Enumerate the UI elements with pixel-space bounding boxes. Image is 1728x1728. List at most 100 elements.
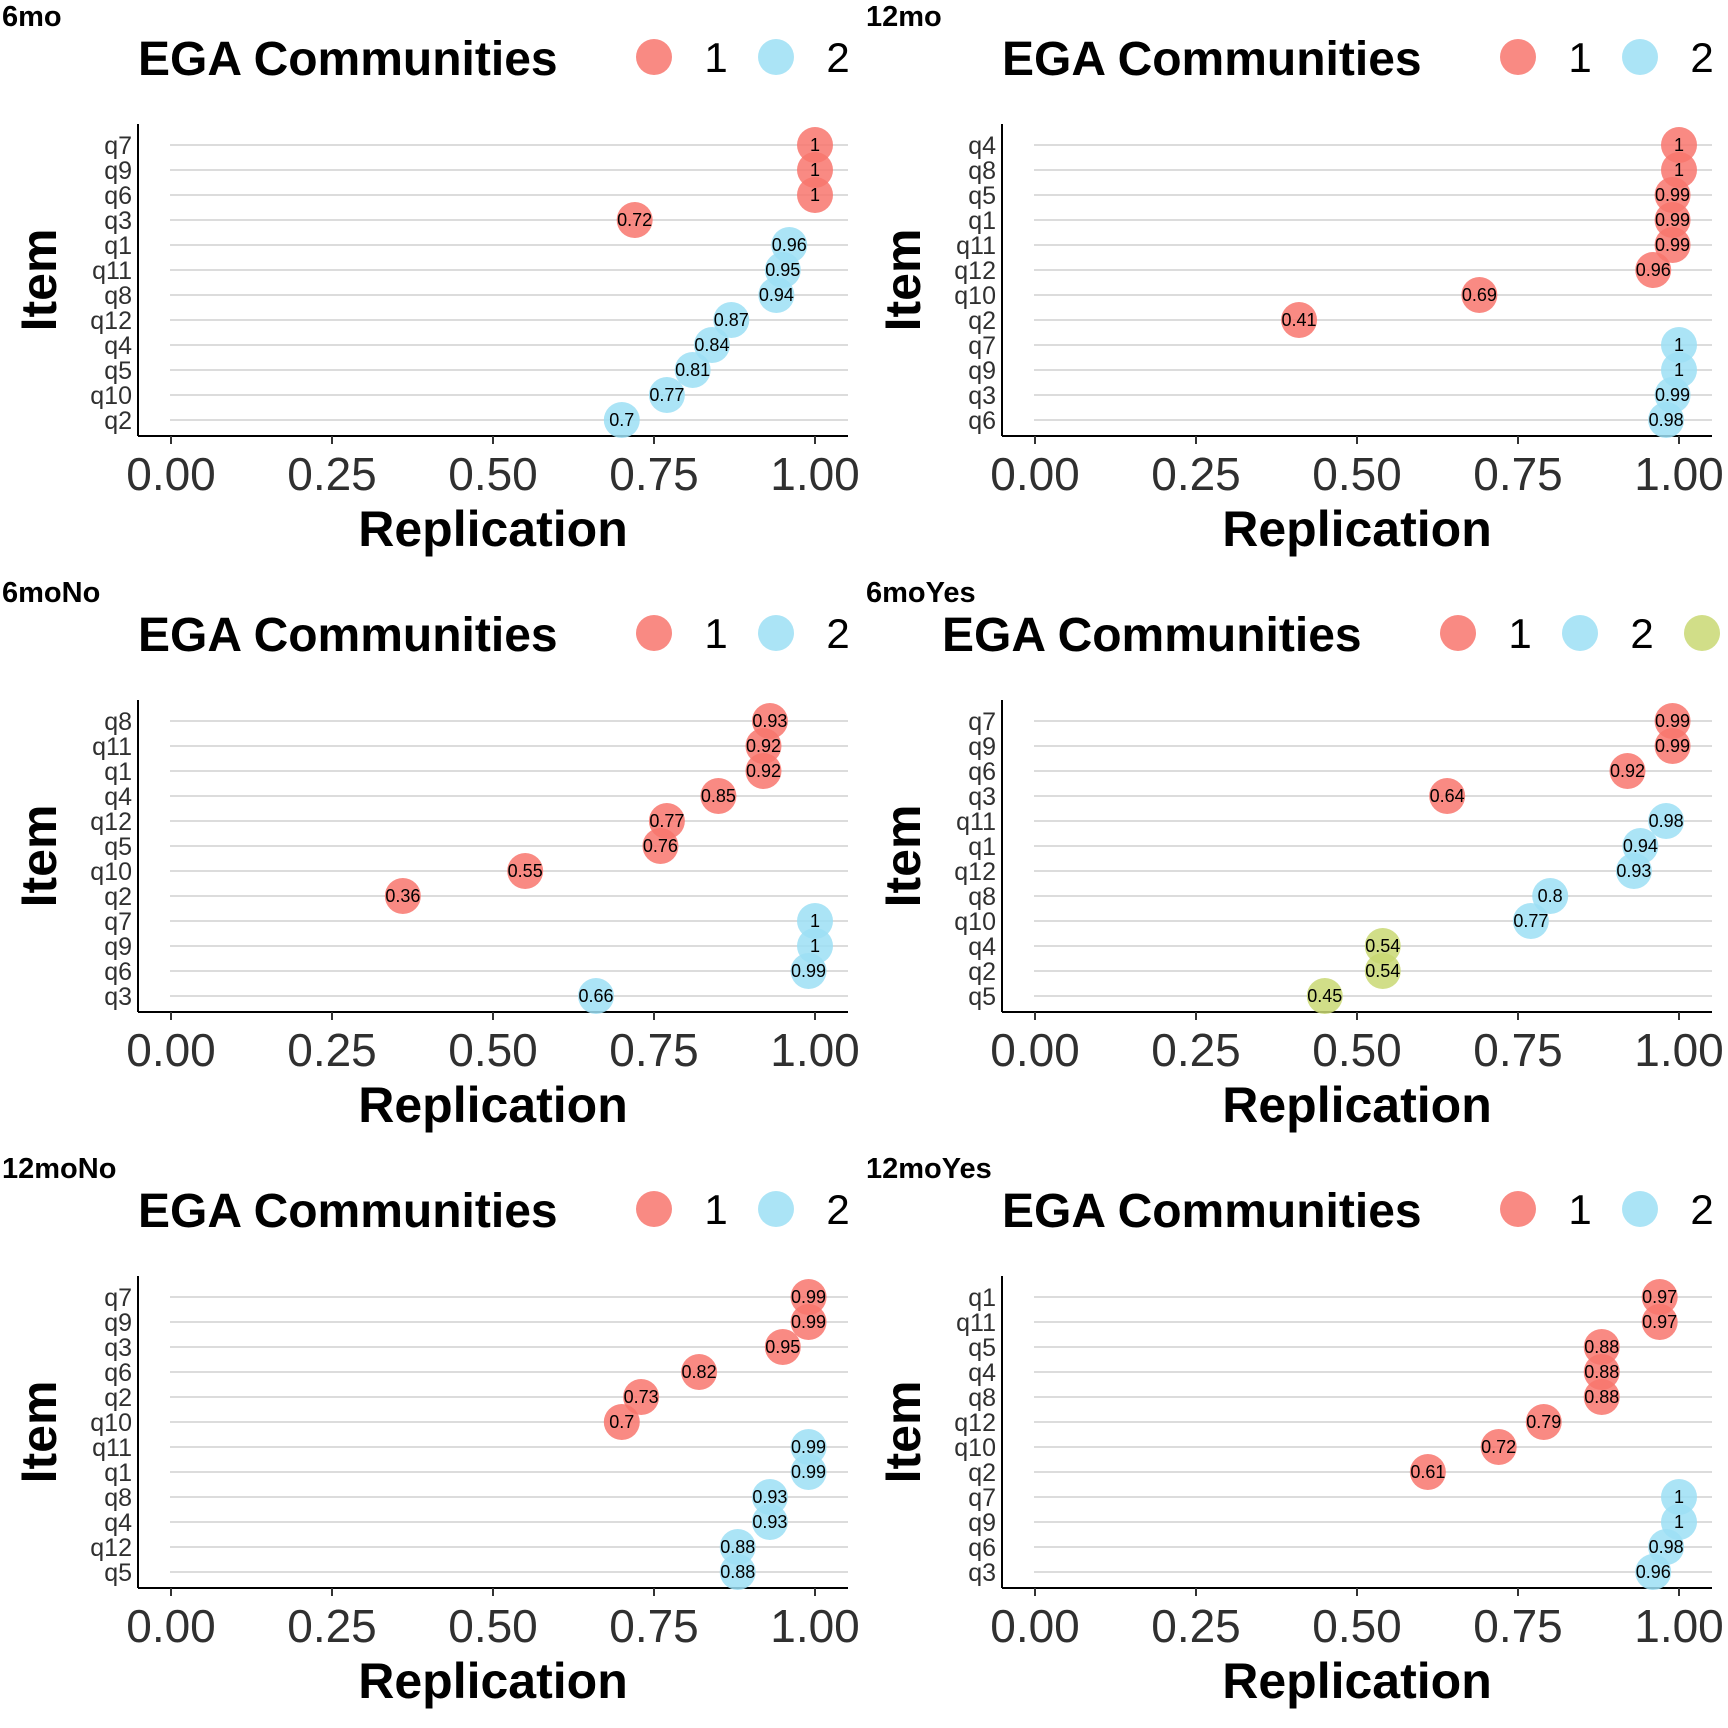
data-point-marker [790,1279,827,1315]
data-point-q2: 0.41 [1281,302,1318,338]
y-tick-label: q2 [104,1384,132,1412]
y-tick-label: q12 [954,1409,996,1437]
data-point-label: 0.41 [1282,310,1317,330]
y-tick-label: q12 [90,808,132,836]
x-tick-label: 0.50 [448,1024,538,1076]
data-point-marker [681,1354,718,1390]
y-tick-label: q2 [968,958,996,986]
data-point-label: 0.99 [1655,736,1690,756]
legend-label: 2 [826,1186,849,1233]
legend: EGA Communities 1 2 [1002,33,1714,86]
x-tick-label: 0.75 [1473,1600,1563,1652]
data-point-marker [1661,1479,1697,1515]
data-point-q6: 0.92 [1609,753,1646,789]
data-point-label: 0.88 [1584,1387,1619,1407]
legend-label: 2 [1690,34,1713,81]
y-tick-label: q11 [956,808,996,836]
x-tick-label: 0.25 [287,1600,377,1652]
panel-12moYes: 12moYes EGA Communities 1 2 q1q11q5q4q8q12q1… [866,1153,1724,1709]
y-tick-label: q1 [968,207,996,235]
data-point-marker [764,1329,801,1365]
data-point-q8: 0.8 [1532,878,1569,914]
legend-label: 2 [826,34,849,81]
data-point-marker [1429,778,1466,814]
data-point-marker [648,377,685,413]
y-tick-label: q12 [954,858,996,886]
data-point-q11: 0.97 [1641,1304,1678,1340]
data-point-label: 0.94 [1623,836,1658,856]
data-point-label: 0.99 [791,1287,826,1307]
legend-key-community-2 [758,39,794,75]
data-point-marker [1583,1354,1620,1390]
y-tick-label: q7 [968,1484,996,1512]
y-tick-label: q9 [104,157,132,185]
data-point-marker [1635,252,1672,288]
data-point-q12: 0.88 [719,1529,756,1565]
data-point-label: 0.97 [1642,1287,1677,1307]
data-point-marker [693,327,730,363]
x-tick-label: 0.25 [1151,448,1241,500]
data-point-q12: 0.93 [1615,853,1652,889]
panel-tag: 12moYes [866,1153,992,1185]
panel-tag: 6mo [2,1,62,33]
panel-tag: 12moNo [2,1153,116,1185]
data-point-marker [1609,753,1646,789]
data-point-label: 0.72 [1481,1437,1516,1457]
y-tick-label: q10 [954,282,996,310]
data-point-q2: 0.73 [623,1379,660,1415]
data-point-label: 0.99 [1655,210,1690,230]
data-point-label: 0.7 [609,1412,634,1432]
data-point-marker [790,1304,827,1340]
y-tick-label: q10 [90,858,132,886]
legend-key-community-2 [1622,1191,1658,1227]
data-point-label: 0.93 [752,1487,787,1507]
y-tick-label: q5 [968,182,996,210]
data-point-q8: 0.94 [758,277,795,313]
data-point-marker [1615,853,1652,889]
data-point-q4: 0.85 [700,778,737,814]
x-tick-label: 0.75 [1473,1024,1563,1076]
data-point-label: 0.77 [649,385,684,405]
data-point-label: 0.88 [1584,1362,1619,1382]
legend-key-community-2 [1562,615,1598,651]
data-point-q9: 0.99 [790,1304,827,1340]
y-tick-label: q4 [104,783,132,811]
data-point-q7: 1 [797,127,833,163]
legend-title: EGA Communities [138,1185,558,1238]
data-point-q12: 0.96 [1635,252,1672,288]
data-point-label: 0.93 [752,711,787,731]
data-point-label: 0.45 [1307,986,1342,1006]
data-point-label: 0.55 [508,861,543,881]
data-point-q2: 0.54 [1364,953,1401,989]
data-point-q8: 0.93 [751,1479,788,1515]
legend-label: 1 [704,1186,727,1233]
data-point-label: 0.88 [720,1537,755,1557]
data-point-label: 0.98 [1649,811,1684,831]
x-tick-label: 0.50 [1312,1600,1402,1652]
y-axis-title: Item [11,805,67,908]
legend-label: 2 [826,610,849,657]
data-point-marker [1654,728,1691,764]
data-point-label: 0.96 [772,235,807,255]
data-point-q2: 0.36 [384,878,421,914]
x-tick-label: 0.25 [1151,1600,1241,1652]
x-tick-label: 0.75 [1473,448,1563,500]
data-point-label: 0.82 [682,1362,717,1382]
data-point-label: 0.96 [1636,1562,1671,1582]
data-point-label: 0.95 [765,1337,800,1357]
data-point-marker [790,1454,827,1490]
data-point-label: 0.99 [791,961,826,981]
y-tick-label: q10 [954,908,996,936]
legend: EGA Communities 1 2 [1002,1185,1714,1238]
data-point-q3: 0.72 [616,202,653,238]
data-point-marker [1583,1379,1620,1415]
panel-12mo: 12mo EGA Communities 1 2 q4q8q5q1q11q12q10q2… [866,1,1724,557]
data-point-marker [719,1529,756,1565]
data-point-label: 0.84 [694,335,729,355]
y-tick-label: q5 [104,833,132,861]
y-tick-label: q7 [104,908,132,936]
data-point-q2: 0.7 [603,402,640,438]
data-point-q3: 0.96 [1635,1554,1672,1590]
y-tick-label: q9 [104,1309,132,1337]
